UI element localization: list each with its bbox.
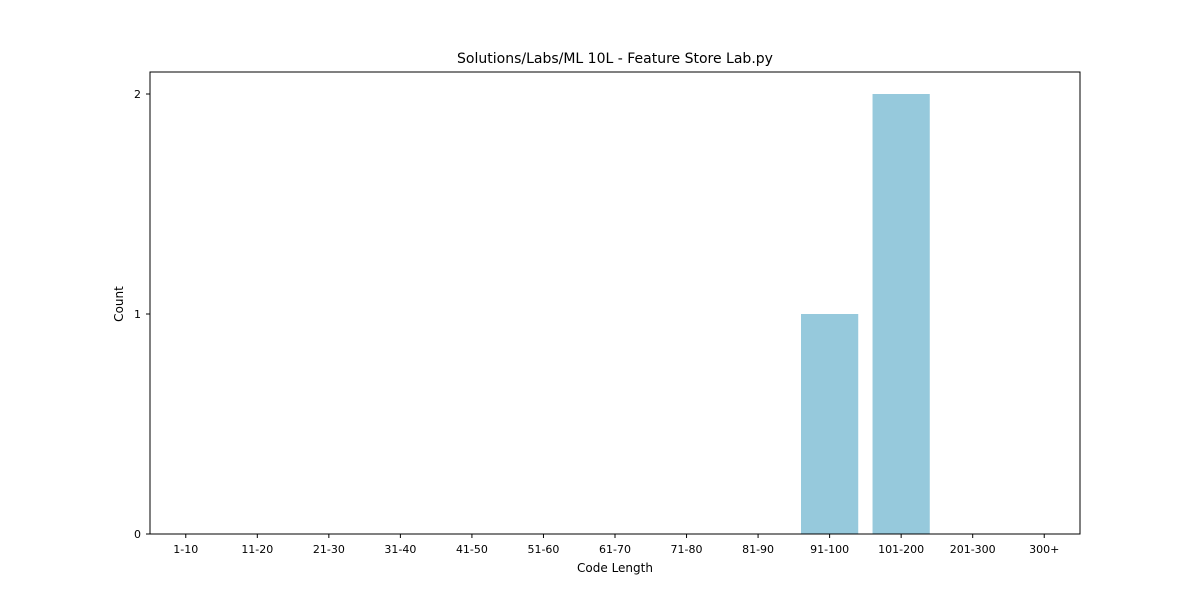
x-tick-label: 81-90 [742, 543, 774, 556]
y-tick-label: 1 [134, 308, 141, 321]
y-axis-label: Count [112, 286, 126, 322]
x-tick-label: 41-50 [456, 543, 488, 556]
y-axis: 0 1 2 [134, 88, 150, 541]
chart-title: Solutions/Labs/ML 10L - Feature Store La… [457, 51, 773, 67]
y-tick-label: 2 [134, 88, 141, 101]
x-tick-label: 71-80 [671, 543, 703, 556]
x-tick-label: 101-200 [878, 543, 924, 556]
x-tick-label: 11-20 [241, 543, 273, 556]
plot-frame [149, 71, 1081, 535]
x-axis: 1-10 11-20 21-30 31-40 41-50 51-60 61-70 71-80 8… [173, 534, 1059, 556]
x-tick-label: 300+ [1029, 543, 1059, 556]
x-tick-label: 61-70 [599, 543, 631, 556]
x-axis-label: Code Length [577, 561, 653, 575]
bars-layer [801, 94, 930, 534]
bar-101-200 [872, 94, 930, 534]
x-tick-label: 91-100 [810, 543, 849, 556]
x-tick-label: 21-30 [313, 543, 345, 556]
bar-91-100 [801, 314, 859, 534]
x-tick-label: 1-10 [173, 543, 198, 556]
x-tick-label: 201-300 [950, 543, 996, 556]
x-tick-label: 51-60 [527, 543, 559, 556]
y-tick-label: 0 [134, 528, 141, 541]
x-tick-label: 31-40 [384, 543, 416, 556]
